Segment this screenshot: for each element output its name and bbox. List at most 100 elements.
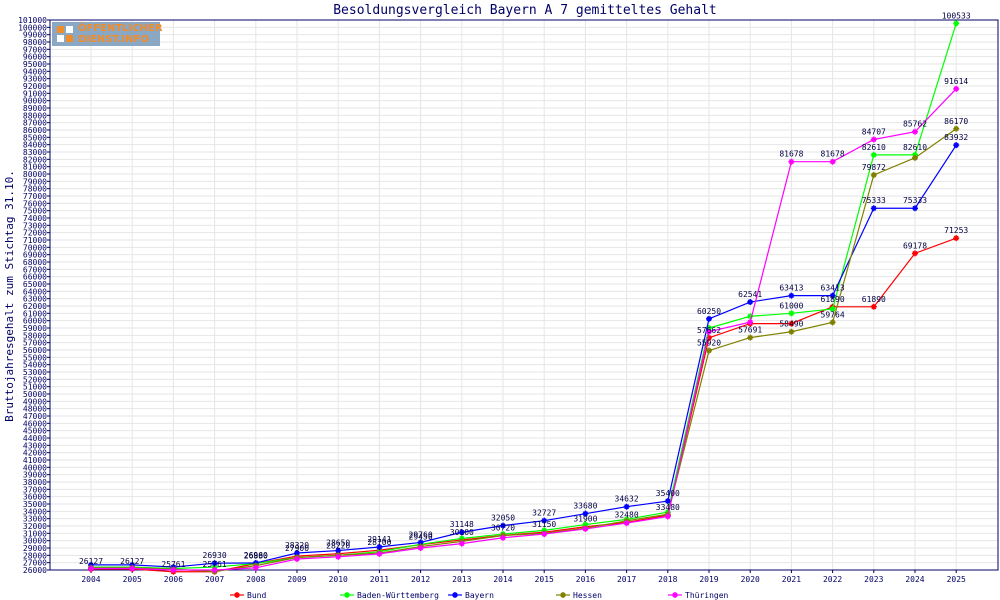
y-tick-label: 93000 — [23, 75, 47, 84]
data-label: 28650 — [326, 539, 350, 548]
data-point — [829, 305, 836, 312]
data-label: 82610 — [903, 143, 927, 152]
y-tick-label: 63000 — [23, 295, 47, 304]
y-tick-label: 40000 — [23, 463, 47, 472]
data-label: 26127 — [79, 557, 103, 566]
data-label: 31148 — [450, 520, 474, 529]
data-point — [870, 171, 877, 178]
data-label: 26930 — [203, 551, 227, 560]
data-point — [88, 565, 94, 572]
data-label: 63413 — [821, 284, 845, 293]
data-label: 28700 — [367, 538, 391, 547]
series-line-0 — [91, 237, 957, 573]
data-point — [829, 158, 836, 165]
legend-marker — [672, 592, 678, 598]
y-tick-label: 44000 — [23, 434, 47, 443]
y-tick-label: 33000 — [23, 515, 47, 524]
data-label: 26880 — [244, 552, 268, 561]
data-point — [294, 549, 300, 556]
logo-line-2: DIENST.INFO — [78, 34, 149, 45]
data-label: 63413 — [779, 284, 803, 293]
data-label: 35400 — [656, 489, 680, 498]
data-label: 26127 — [120, 557, 144, 566]
data-point — [582, 525, 589, 532]
legend: Bund Baden-Württemberg Bayern Hessen Thüring… — [230, 591, 729, 600]
y-tick-label: 84000 — [23, 141, 47, 150]
data-point — [912, 154, 918, 161]
data-point — [335, 553, 342, 560]
y-tick-label: 71000 — [23, 236, 47, 245]
series-layer — [88, 20, 960, 575]
data-point — [870, 136, 877, 143]
data-point — [541, 531, 548, 538]
x-tick-label: 2019 — [699, 575, 718, 584]
y-tick-label: 45000 — [23, 427, 47, 436]
data-point — [706, 325, 712, 331]
legend-marker — [234, 592, 240, 598]
x-tick-label: 2024 — [905, 575, 924, 584]
data-point — [953, 85, 960, 92]
data-label: 55920 — [697, 339, 721, 348]
data-label: 28220 — [326, 542, 350, 551]
data-label: 85762 — [903, 120, 927, 129]
x-tick-label: 2007 — [205, 575, 224, 584]
logo-mark-icon — [57, 26, 73, 42]
data-label: 83932 — [944, 133, 968, 142]
data-label: 34632 — [615, 495, 639, 504]
data-point — [747, 334, 754, 341]
data-label: 71253 — [944, 226, 968, 235]
data-label-layer: 26127 26127 25761 25761 26880 27900 28220 28700… — [79, 11, 971, 568]
data-label: 32727 — [532, 509, 556, 518]
data-point — [458, 540, 465, 547]
y-tick-label: 49000 — [23, 397, 47, 406]
data-label: 86170 — [944, 117, 968, 126]
data-label: 57691 — [738, 326, 762, 335]
data-label: 29141 — [367, 535, 391, 544]
y-tick-label: 77000 — [23, 192, 47, 201]
data-point — [664, 513, 671, 520]
legend-label: Bund — [247, 591, 266, 600]
x-tick-label: 2020 — [741, 575, 760, 584]
data-point — [252, 564, 259, 571]
y-tick-label: 91000 — [23, 89, 47, 98]
data-label: 29760 — [409, 530, 433, 539]
y-tick-label: 57000 — [23, 339, 47, 348]
data-point — [417, 539, 424, 546]
y-tick-label: 83000 — [23, 148, 47, 157]
data-label: 81678 — [821, 150, 845, 159]
data-point — [376, 550, 383, 557]
y-tick-label: 50000 — [23, 390, 47, 399]
y-tick-label: 59000 — [23, 324, 47, 333]
y-tick-label: 86000 — [23, 126, 47, 135]
data-label: 82610 — [862, 143, 886, 152]
y-tick-label: 38000 — [23, 478, 47, 487]
y-tick-label: 75000 — [23, 207, 47, 216]
y-tick-label: 58000 — [23, 331, 47, 340]
data-point — [582, 510, 589, 517]
y-tick-label: 42000 — [23, 449, 47, 458]
data-label: 61890 — [821, 295, 845, 304]
y-tick-label: 79000 — [23, 177, 47, 186]
y-tick-label: 29000 — [23, 544, 47, 553]
data-point — [582, 521, 589, 528]
y-tick-label: 67000 — [23, 265, 47, 274]
legend-label: Thüringen — [685, 591, 729, 600]
y-tick-label: 26000 — [23, 566, 47, 575]
y-tick-label: 70000 — [23, 243, 47, 252]
data-label: 33480 — [656, 503, 680, 512]
y-tick-label: 73000 — [23, 221, 47, 230]
x-tick-label: 2013 — [452, 575, 471, 584]
data-label: 25761 — [203, 560, 227, 569]
y-tick-label: 65000 — [23, 280, 47, 289]
data-point — [458, 529, 465, 536]
y-tick-label: 100000 — [18, 23, 47, 32]
data-point — [870, 205, 877, 212]
y-tick-label: 88000 — [23, 111, 47, 120]
data-label: 61890 — [862, 295, 886, 304]
y-tick-label: 27000 — [23, 559, 47, 568]
series-line-2 — [91, 144, 957, 568]
y-tick-label: 72000 — [23, 229, 47, 238]
series-line-1 — [91, 23, 957, 570]
data-point — [211, 560, 218, 567]
data-label: 57662 — [697, 326, 721, 335]
